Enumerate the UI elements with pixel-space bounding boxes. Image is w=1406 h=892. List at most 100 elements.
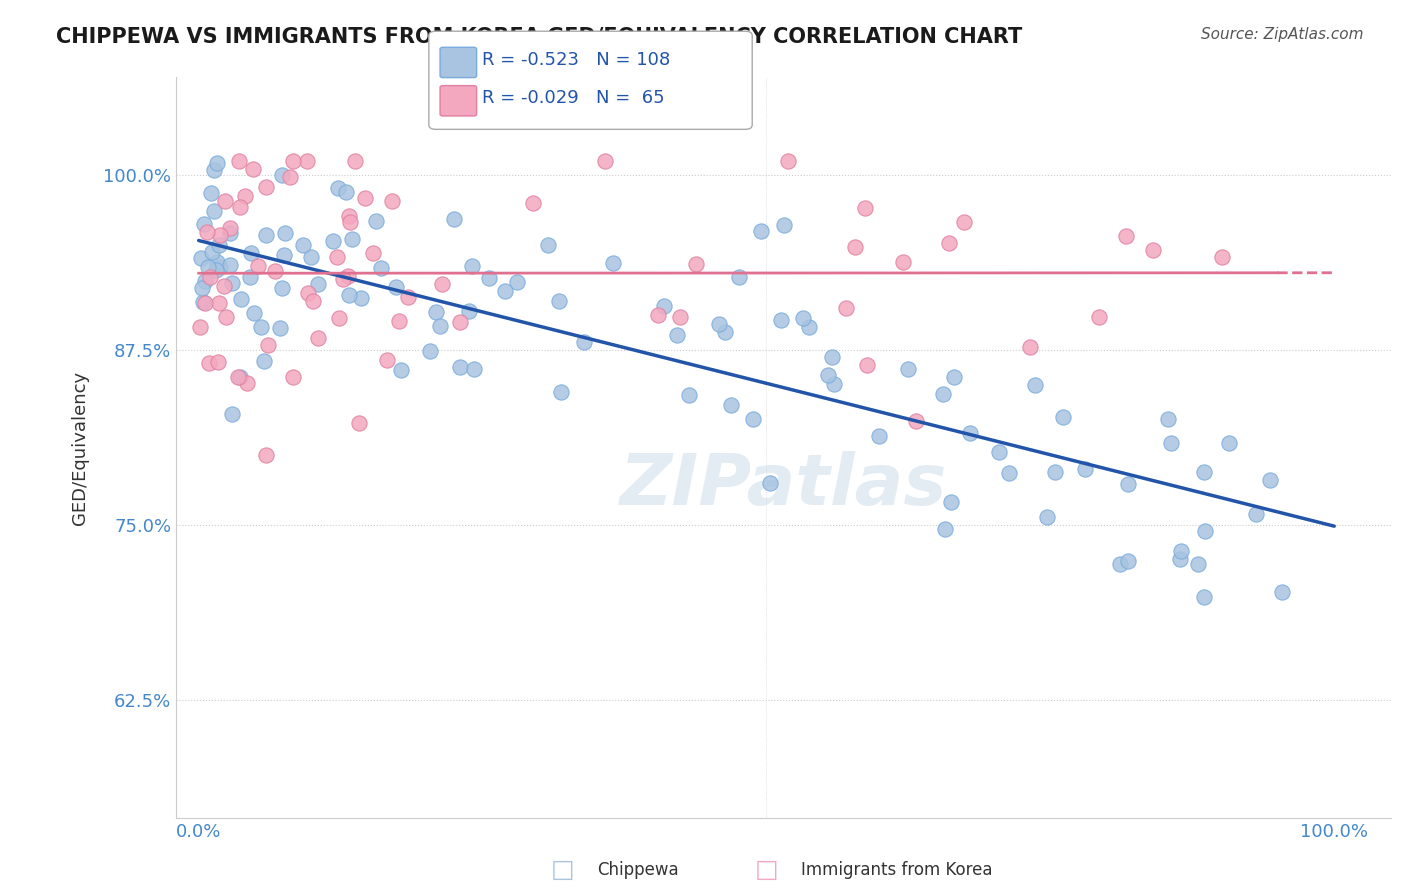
Point [202, 203, 225, 218]
Point [550, 384, 572, 399]
Text: ZIPatlas: ZIPatlas [620, 450, 948, 519]
Point [593, 154, 616, 169]
Point [229, 200, 252, 214]
Point [269, 320, 291, 334]
Point [572, 334, 595, 349]
Text: R = -0.029   N =  65: R = -0.029 N = 65 [482, 89, 665, 107]
Point [207, 355, 229, 369]
Point [797, 319, 820, 334]
Point [207, 296, 229, 310]
Point [856, 359, 879, 373]
Point [273, 248, 295, 262]
Point [219, 226, 242, 240]
Point [342, 232, 364, 246]
Point [1194, 524, 1216, 539]
Point [853, 201, 876, 215]
Point [891, 254, 914, 268]
Point [835, 301, 858, 315]
Point [219, 258, 242, 272]
Point [205, 254, 228, 268]
Point [322, 234, 344, 248]
Point [1187, 557, 1209, 571]
Point [195, 225, 218, 239]
Point [328, 180, 350, 194]
Point [494, 284, 516, 298]
Point [1074, 462, 1097, 476]
Point [844, 239, 866, 253]
Point [221, 407, 243, 421]
Point [239, 270, 262, 285]
Point [332, 272, 354, 286]
Point [295, 154, 318, 169]
Point [1211, 250, 1233, 264]
Point [665, 327, 688, 342]
Point [647, 308, 669, 322]
Point [249, 320, 271, 334]
Point [1170, 544, 1192, 558]
Point [714, 325, 737, 339]
Point [347, 416, 370, 430]
Text: □: □ [755, 858, 778, 881]
Point [335, 186, 357, 200]
Point [817, 368, 839, 382]
Point [363, 246, 385, 260]
Point [1142, 244, 1164, 258]
Point [1271, 585, 1294, 599]
Point [191, 281, 214, 295]
Point [932, 386, 955, 401]
Point [685, 257, 707, 271]
Point [741, 412, 763, 426]
Point [1157, 412, 1180, 426]
Point [389, 363, 412, 377]
Point [191, 294, 214, 309]
Point [1218, 435, 1240, 450]
Point [201, 245, 224, 260]
Point [200, 186, 222, 201]
Point [307, 331, 329, 345]
Point [292, 238, 315, 252]
Point [370, 260, 392, 275]
Point [281, 369, 304, 384]
Point [1109, 558, 1132, 572]
Point [1088, 310, 1111, 324]
Point [226, 369, 249, 384]
Point [375, 352, 398, 367]
Point [1036, 509, 1059, 524]
Point [1258, 473, 1281, 487]
Point [1246, 507, 1268, 521]
Point [190, 251, 212, 265]
Text: □: □ [551, 858, 574, 881]
Y-axis label: GED/Equivalency: GED/Equivalency [72, 371, 89, 525]
Point [602, 256, 624, 270]
Point [243, 305, 266, 319]
Point [934, 522, 956, 536]
Point [938, 236, 960, 251]
Point [381, 194, 404, 208]
Point [337, 288, 360, 302]
Point [278, 170, 301, 185]
Point [214, 194, 236, 208]
Point [478, 270, 501, 285]
Point [1170, 551, 1192, 566]
Point [396, 290, 419, 304]
Point [868, 428, 890, 442]
Point [343, 154, 366, 169]
Point [652, 299, 675, 313]
Point [337, 268, 360, 283]
Point [385, 280, 408, 294]
Point [242, 162, 264, 177]
Point [235, 376, 257, 391]
Point [669, 310, 692, 324]
Point [366, 213, 388, 227]
Point [350, 291, 373, 305]
Point [229, 369, 252, 384]
Point [193, 217, 215, 231]
Point [522, 195, 544, 210]
Point [254, 227, 277, 242]
Text: CHIPPEWA VS IMMIGRANTS FROM KOREA GED/EQUIVALENCY CORRELATION CHART: CHIPPEWA VS IMMIGRANTS FROM KOREA GED/EQ… [56, 27, 1022, 46]
Point [198, 269, 221, 284]
Point [193, 296, 215, 310]
Point [202, 162, 225, 177]
Point [302, 293, 325, 308]
Point [506, 275, 529, 289]
